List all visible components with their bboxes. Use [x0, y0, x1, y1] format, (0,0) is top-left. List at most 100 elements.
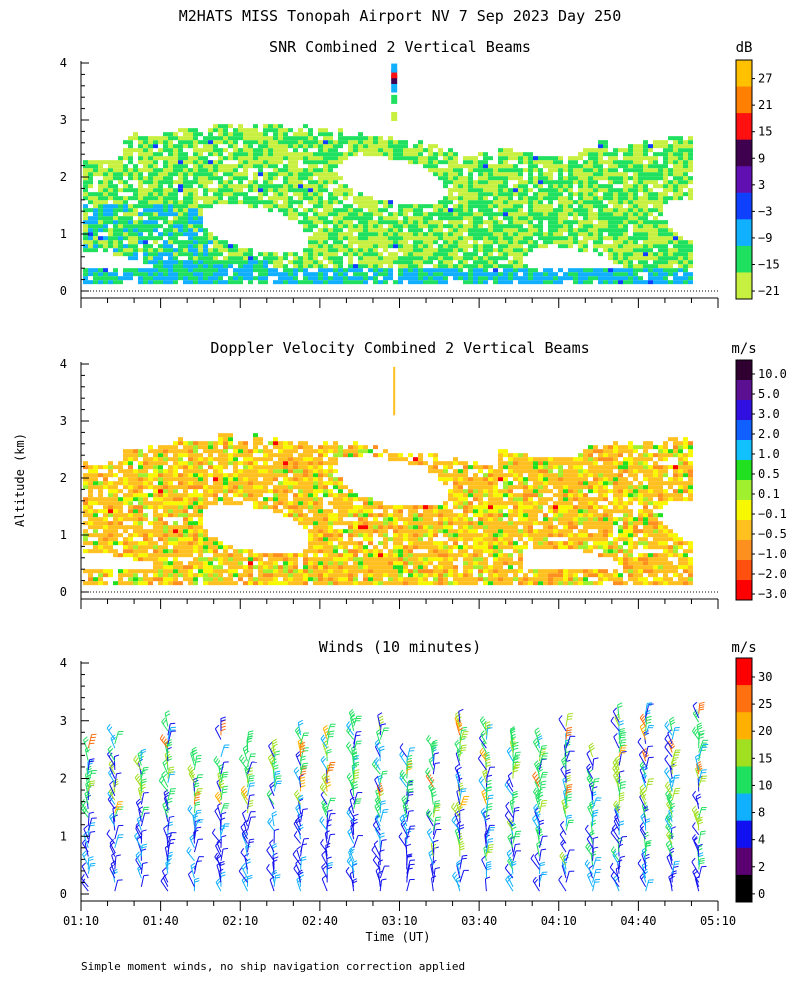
velocity-cell — [288, 489, 293, 494]
snr-cell — [383, 232, 388, 237]
snr-cell — [138, 268, 143, 273]
snr-cell — [233, 188, 238, 193]
snr-cell — [358, 272, 363, 277]
velocity-cell — [343, 561, 348, 566]
snr-cell — [183, 268, 188, 273]
colorbar-label: 27 — [758, 72, 772, 86]
snr-cell — [623, 276, 628, 281]
snr-cell — [168, 132, 173, 137]
velocity-cell — [343, 521, 348, 526]
velocity-cell — [143, 513, 148, 518]
snr-cell — [328, 268, 333, 273]
snr-cell — [493, 240, 498, 245]
velocity-cell — [278, 481, 283, 486]
snr-cell — [138, 192, 143, 197]
velocity-cell — [363, 501, 368, 506]
snr-cell — [308, 172, 313, 177]
velocity-cell — [303, 525, 308, 530]
velocity-cell — [228, 561, 233, 566]
velocity-cell — [138, 497, 143, 502]
snr-cell — [458, 212, 463, 217]
snr-cell — [178, 180, 183, 185]
snr-cell — [458, 232, 463, 237]
velocity-cell — [118, 569, 123, 574]
snr-cell — [598, 272, 603, 277]
snr-cell — [328, 196, 333, 201]
velocity-cell — [198, 485, 203, 490]
snr-cell — [458, 200, 463, 205]
snr-cell — [378, 256, 383, 261]
velocity-cell — [253, 461, 258, 466]
snr-cell — [108, 240, 113, 245]
velocity-cell — [328, 541, 333, 546]
snr-cell — [338, 240, 343, 245]
snr-cell — [118, 172, 123, 177]
velocity-cell — [353, 525, 358, 530]
snr-cell — [593, 276, 598, 281]
snr-cell — [448, 172, 453, 177]
velocity-cell — [193, 501, 198, 506]
snr-cell — [493, 192, 498, 197]
snr-cell — [168, 168, 173, 173]
snr-cell — [203, 140, 208, 145]
velocity-cell — [333, 521, 338, 526]
snr-cell — [253, 152, 258, 157]
snr-cell — [603, 172, 608, 177]
snr-cell — [173, 152, 178, 157]
snr-cell — [308, 252, 313, 257]
velocity-cell — [158, 457, 163, 462]
snr-cell — [173, 280, 178, 285]
snr-cell — [363, 232, 368, 237]
velocity-cell — [198, 565, 203, 570]
snr-cell — [638, 160, 643, 165]
snr-cell — [228, 132, 233, 137]
snr-cell — [653, 260, 658, 265]
snr-cell — [643, 144, 648, 149]
snr-cell — [258, 140, 263, 145]
velocity-cell — [258, 569, 263, 574]
snr-cell — [433, 248, 438, 253]
snr-cell — [238, 124, 243, 129]
snr-cell — [143, 268, 148, 273]
snr-cell — [123, 180, 128, 185]
velocity-cell — [268, 457, 273, 462]
velocity-cell — [353, 445, 358, 450]
velocity-cell — [193, 525, 198, 530]
snr-cell — [483, 208, 488, 213]
snr-cell — [643, 176, 648, 181]
velocity-cell — [143, 569, 148, 574]
velocity-cell — [98, 541, 103, 546]
snr-cell — [293, 192, 298, 197]
velocity-cell — [318, 525, 323, 530]
snr-cell — [598, 172, 603, 177]
snr-cell — [103, 280, 108, 285]
snr-cell — [678, 196, 683, 201]
snr-cell — [308, 264, 313, 269]
velocity-cell — [188, 473, 193, 478]
velocity-cell — [323, 461, 328, 466]
snr-cell — [483, 160, 488, 165]
snr-cell — [288, 216, 293, 221]
snr-cell — [403, 264, 408, 269]
velocity-cell — [293, 577, 298, 582]
velocity-cell — [318, 561, 323, 566]
snr-cell — [598, 196, 603, 201]
snr-cell — [333, 180, 338, 185]
snr-cell — [568, 220, 573, 225]
snr-cell — [243, 140, 248, 145]
snr-cell — [428, 248, 433, 253]
snr-cell — [133, 168, 138, 173]
snr-cell — [208, 268, 213, 273]
snr-cell — [673, 244, 678, 249]
velocity-cell — [123, 549, 128, 554]
velocity-cell — [198, 521, 203, 526]
velocity-cell — [168, 565, 173, 570]
snr-cell — [298, 144, 303, 149]
velocity-cell — [83, 513, 88, 518]
snr-cell — [298, 188, 303, 193]
snr-cell — [98, 280, 103, 285]
snr-cell — [188, 184, 193, 189]
velocity-cell — [198, 525, 203, 530]
snr-cell — [303, 256, 308, 261]
snr-cell — [593, 192, 598, 197]
